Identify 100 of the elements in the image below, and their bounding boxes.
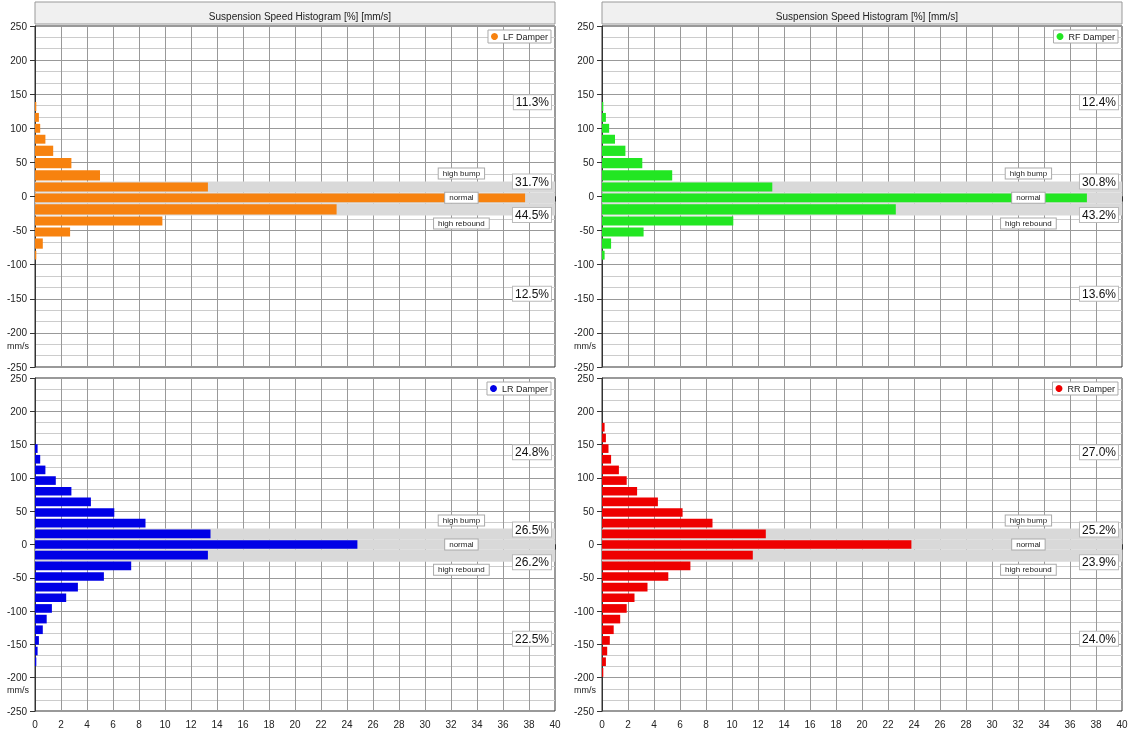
chart-title: Suspension Speed Histogram [%] [mm/s] bbox=[208, 10, 392, 22]
y-tick-label: 150 bbox=[10, 88, 28, 100]
legend-label: RF Damper bbox=[1068, 31, 1116, 42]
y-tick-label: -100 bbox=[573, 605, 595, 617]
y-tick-label: 200 bbox=[577, 54, 595, 66]
x-tick-label: 28 bbox=[393, 718, 405, 730]
y-tick-label: -50 bbox=[12, 225, 28, 237]
y-tick-label: -100 bbox=[6, 605, 28, 617]
annotation: 25.2% bbox=[1081, 522, 1117, 537]
x-tick-label: 36 bbox=[1064, 718, 1076, 730]
y-axis-title: mm/s bbox=[7, 340, 30, 351]
y-tick-label: -50 bbox=[579, 225, 595, 237]
band-label: high bump bbox=[442, 516, 481, 526]
annotation: 22.5% bbox=[514, 631, 550, 646]
x-tick-label: 14 bbox=[211, 718, 223, 730]
x-tick-label: 2 bbox=[58, 718, 65, 730]
y-tick-label: -250 bbox=[573, 705, 595, 717]
y-tick-label: -250 bbox=[6, 361, 28, 373]
x-tick-label: 4 bbox=[84, 718, 91, 730]
x-tick-label: 40 bbox=[1116, 718, 1128, 730]
band-label: normal bbox=[1016, 540, 1041, 549]
x-tick-label: 6 bbox=[677, 718, 684, 730]
legend-label: LR Damper bbox=[501, 383, 548, 394]
annotation: 24.0% bbox=[1081, 631, 1117, 646]
y-tick-label: -250 bbox=[6, 705, 28, 717]
y-tick-label: 150 bbox=[10, 439, 28, 451]
annotation: 27.0% bbox=[1081, 445, 1117, 460]
x-tick-label: 38 bbox=[1090, 718, 1102, 730]
y-tick-label: 0 bbox=[21, 539, 28, 550]
y-tick-label: -150 bbox=[6, 638, 28, 650]
annotation: 23.9% bbox=[1081, 555, 1117, 570]
x-tick-label: 0 bbox=[32, 718, 39, 730]
y-tick-label: 200 bbox=[10, 405, 28, 417]
x-tick-label: 24 bbox=[908, 718, 920, 730]
y-tick-label: 250 bbox=[577, 20, 595, 32]
band-label: high rebound bbox=[438, 219, 485, 229]
y-tick-label: -150 bbox=[573, 293, 595, 305]
y-tick-label: -50 bbox=[12, 572, 28, 584]
annotation: 12.5% bbox=[514, 286, 550, 301]
x-tick-label: 8 bbox=[703, 718, 710, 730]
y-tick-label: -150 bbox=[573, 638, 595, 650]
x-tick-label: 22 bbox=[315, 718, 327, 730]
annotation: 12.4% bbox=[1081, 95, 1117, 110]
annotation: 11.3% bbox=[515, 95, 550, 110]
y-tick-label: 250 bbox=[577, 372, 595, 384]
legend-label: RR Damper bbox=[1067, 383, 1116, 394]
x-tick-label: 4 bbox=[651, 718, 658, 730]
x-tick-label: 18 bbox=[830, 718, 842, 730]
x-tick-label: 24 bbox=[341, 718, 353, 730]
y-tick-label: 100 bbox=[10, 122, 28, 134]
annotation: 13.6% bbox=[1081, 286, 1117, 301]
y-axis-title: mm/s bbox=[574, 684, 597, 695]
y-tick-label: 0 bbox=[21, 191, 28, 202]
y-tick-label: 100 bbox=[10, 472, 28, 484]
x-tick-label: 0 bbox=[599, 718, 606, 730]
annotation: 30.8% bbox=[1081, 174, 1117, 189]
y-tick-label: 50 bbox=[582, 505, 595, 517]
y-tick-label: 100 bbox=[577, 472, 595, 484]
y-tick-label: 50 bbox=[15, 156, 28, 168]
y-tick-label: 150 bbox=[577, 88, 595, 100]
x-tick-label: 34 bbox=[1038, 718, 1050, 730]
y-tick-label: 250 bbox=[10, 20, 28, 32]
legend-label: LF Damper bbox=[502, 31, 548, 42]
x-tick-label: 34 bbox=[471, 718, 483, 730]
y-tick-label: -150 bbox=[6, 293, 28, 305]
annotation: 24.8% bbox=[514, 445, 550, 460]
band-label: high bump bbox=[442, 169, 481, 178]
annotation: 31.7% bbox=[514, 174, 550, 189]
annotation: 43.2% bbox=[1081, 208, 1117, 223]
x-tick-label: 14 bbox=[778, 718, 790, 730]
y-tick-label: 200 bbox=[577, 405, 595, 417]
x-tick-label: 30 bbox=[986, 718, 998, 730]
y-tick-label: -200 bbox=[573, 327, 595, 339]
x-tick-label: 40 bbox=[549, 718, 561, 730]
x-tick-label: 12 bbox=[752, 718, 764, 730]
band-label: normal bbox=[449, 193, 474, 203]
chart-title: Suspension Speed Histogram [%] [mm/s] bbox=[775, 10, 959, 22]
band-label: high bump bbox=[1009, 516, 1048, 526]
x-tick-label: 20 bbox=[856, 718, 868, 730]
band-label: normal bbox=[449, 540, 474, 549]
x-tick-label: 10 bbox=[726, 718, 738, 730]
y-tick-label: -200 bbox=[6, 327, 28, 339]
band-label: high rebound bbox=[438, 565, 485, 575]
x-tick-label: 30 bbox=[419, 718, 431, 730]
x-tick-label: 26 bbox=[934, 718, 946, 730]
annotation: 26.5% bbox=[514, 522, 550, 537]
x-tick-label: 20 bbox=[289, 718, 301, 730]
x-tick-label: 38 bbox=[523, 718, 535, 730]
band-label: high rebound bbox=[1005, 565, 1052, 575]
y-tick-label: 50 bbox=[15, 505, 28, 517]
y-tick-label: 250 bbox=[10, 372, 28, 384]
y-tick-label: 0 bbox=[588, 191, 595, 202]
annotation: 44.5% bbox=[514, 208, 550, 223]
annotation: 26.2% bbox=[514, 555, 550, 570]
x-tick-label: 32 bbox=[445, 718, 457, 730]
x-tick-label: 22 bbox=[882, 718, 894, 730]
band-label: high rebound bbox=[1005, 219, 1052, 229]
x-tick-label: 2 bbox=[625, 718, 632, 730]
x-tick-label: 16 bbox=[804, 718, 816, 730]
y-tick-label: -100 bbox=[573, 259, 595, 271]
